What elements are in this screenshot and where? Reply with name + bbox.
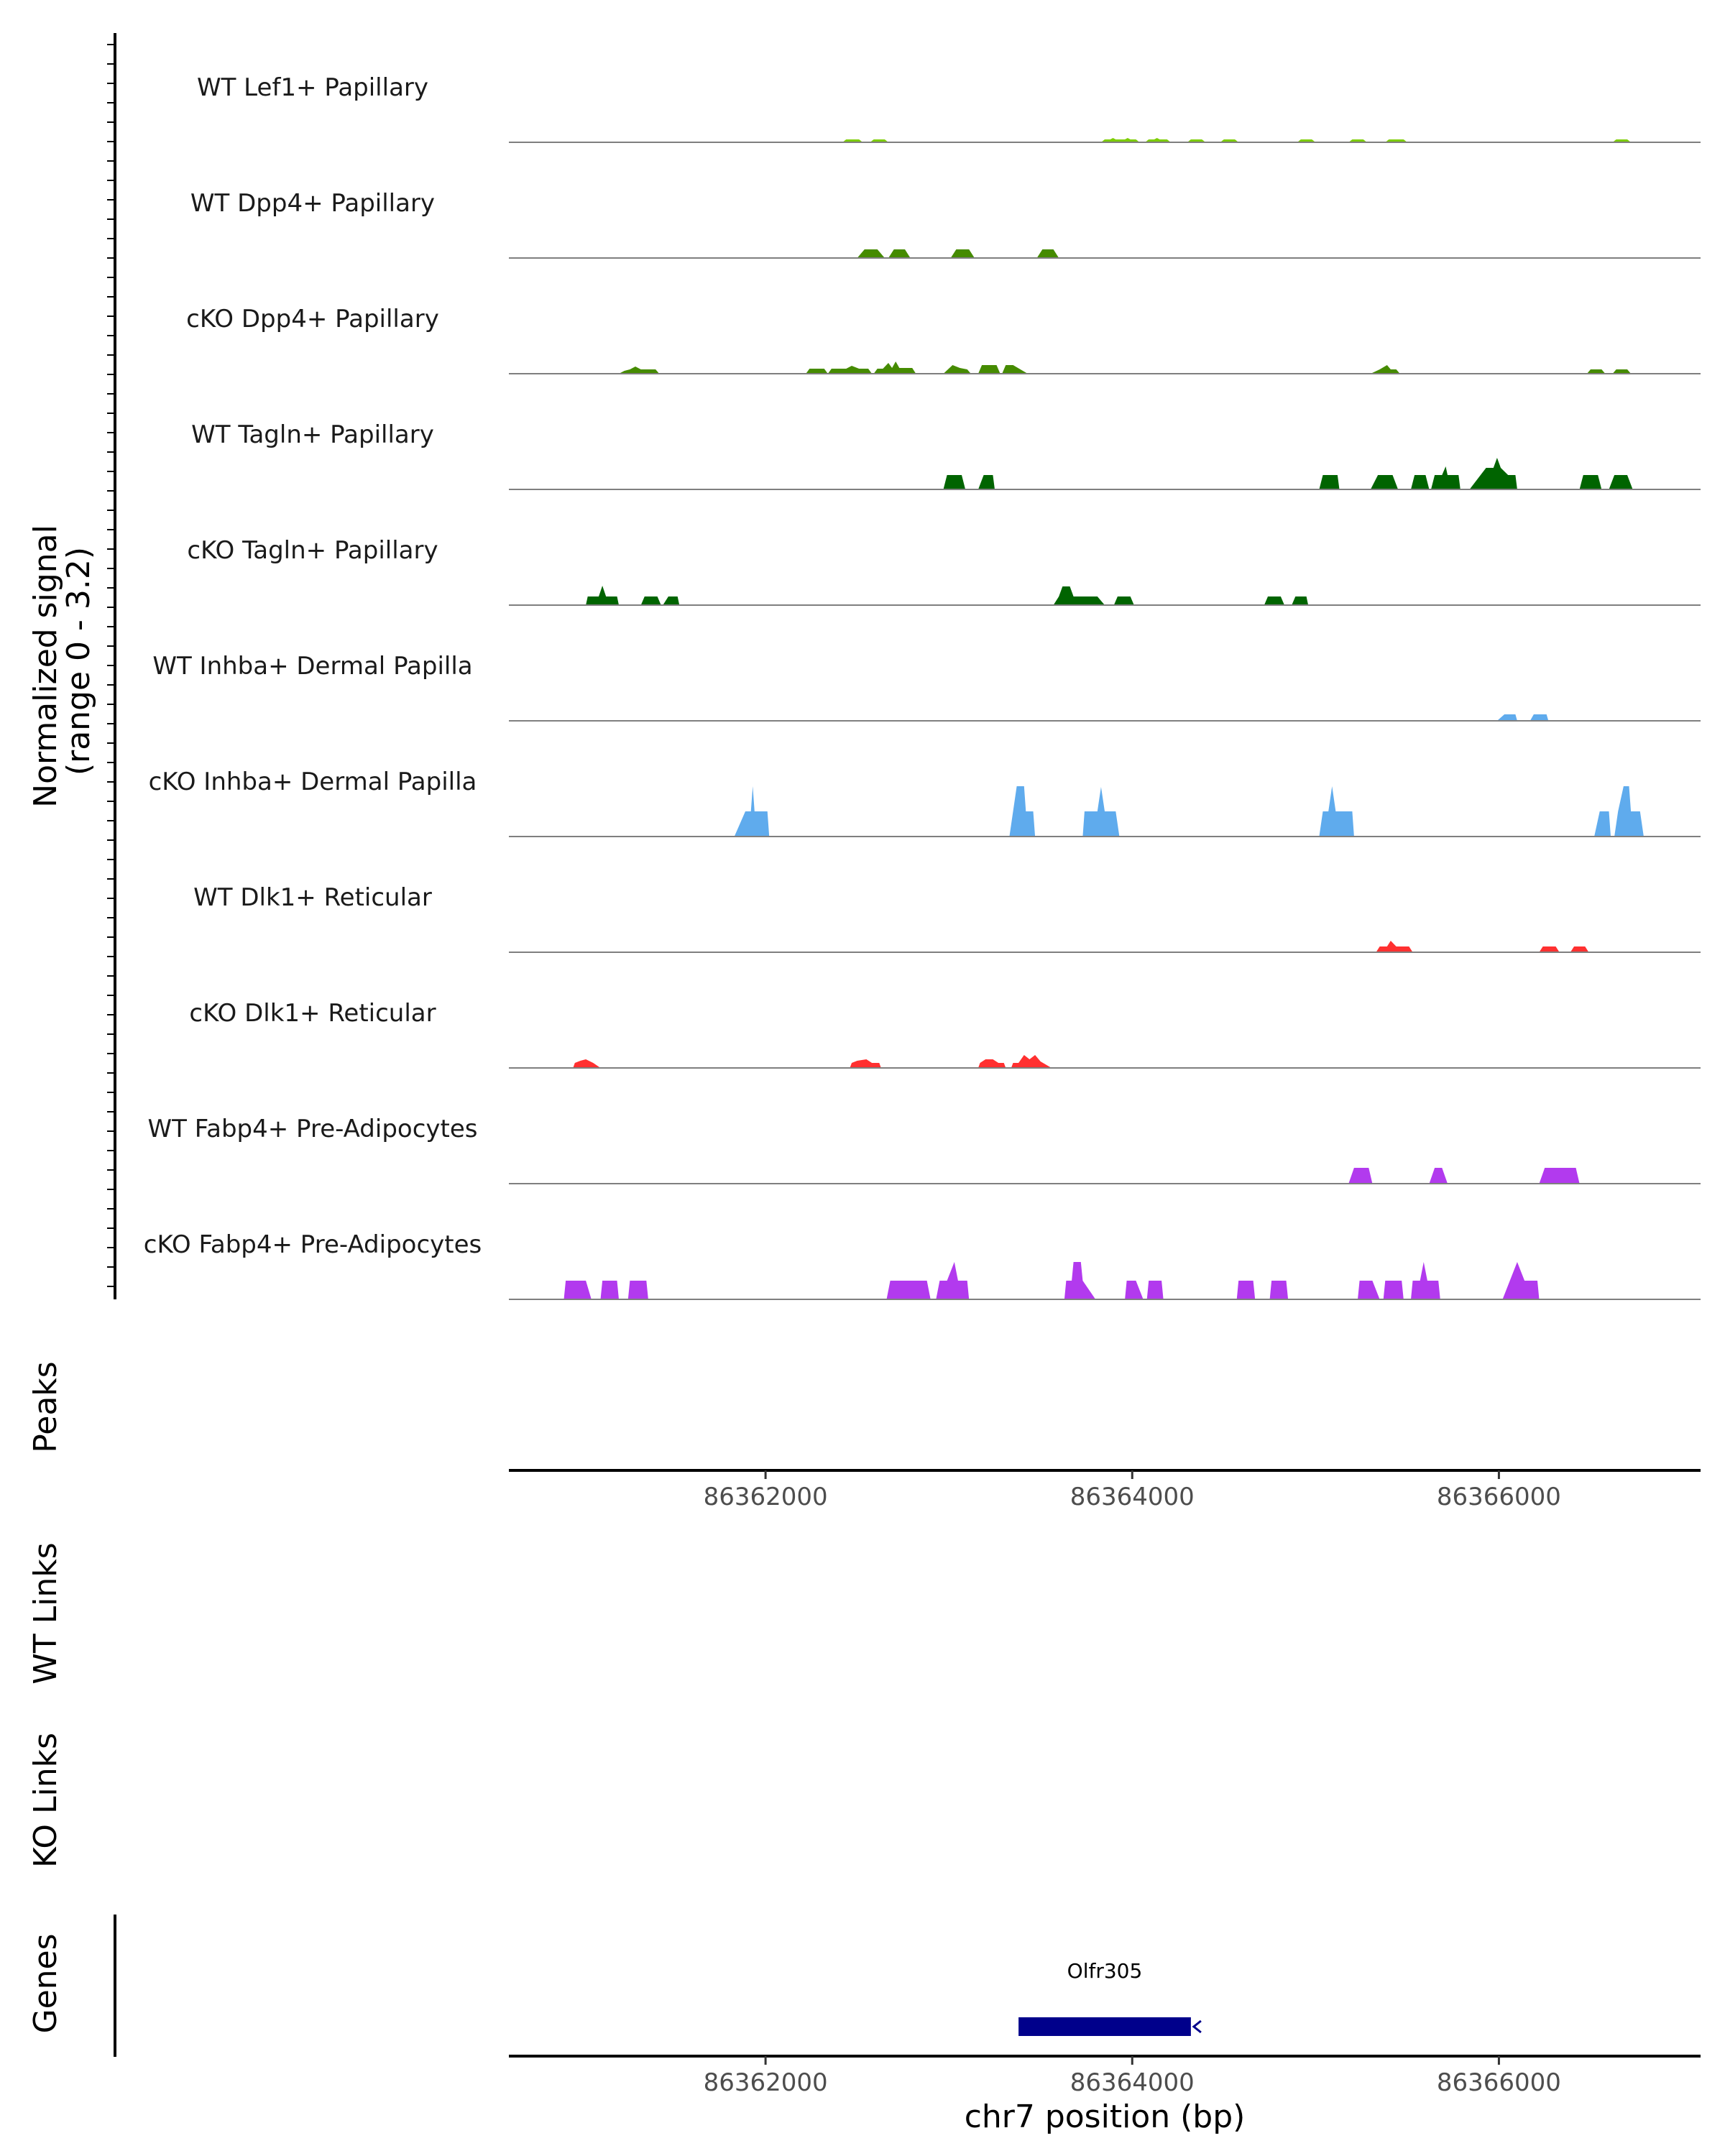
peaks-panel-label: Peaks (27, 1361, 64, 1452)
track-signal-area (943, 458, 1633, 489)
x-tick-label: 86362000 (704, 1483, 828, 1511)
track-label: WT Tagln+ Papillary (191, 420, 434, 449)
y-axis-label-line2: (range 0 - 3.2) (60, 547, 97, 775)
track-4: cKO Tagln+ Papillary (187, 536, 1701, 606)
track-signal-area (1376, 941, 1589, 952)
track-signal-area (857, 249, 1059, 258)
track-signal-area (619, 361, 1632, 374)
track-1: WT Dpp4+ Papillary (190, 189, 1701, 259)
gene-label: Olfr305 (1067, 1959, 1143, 1983)
x-tick-label: 86362000 (704, 2068, 828, 2097)
y-axis-label: Normalized signal (range 0 - 3.2) (27, 515, 97, 808)
x-tick-label: 86364000 (1070, 1483, 1195, 1511)
track-label: cKO Dlk1+ Reticular (189, 999, 436, 1028)
x-axis-label: chr7 position (bp) (965, 2099, 1246, 2135)
track-8: cKO Dlk1+ Reticular (189, 999, 1701, 1069)
track-9: WT Fabp4+ Pre-Adipocytes (148, 1115, 1701, 1184)
signal-tracks: WT Lef1+ Papillary WT Dpp4+ Papillary cKO … (144, 73, 1701, 1300)
peaks-x-axis: 86362000 86364000 86366000 (704, 1470, 1561, 1511)
track-0: WT Lef1+ Papillary (197, 73, 1701, 143)
gene-strand-arrow (1192, 2019, 1202, 2034)
track-label: WT Lef1+ Papillary (197, 73, 428, 102)
gene-annotations: Olfr305 (1018, 1959, 1202, 2036)
gene-olfr305: Olfr305 (1018, 1959, 1202, 2036)
track-label: cKO Inhba+ Dermal Papilla (149, 768, 477, 796)
signal-y-axis-ticks (107, 44, 115, 1287)
track-3: WT Tagln+ Papillary (191, 420, 1701, 490)
track-label: cKO Dpp4+ Papillary (186, 305, 439, 333)
track-2: cKO Dpp4+ Papillary (186, 305, 1701, 374)
x-tick-label: 86366000 (1437, 2068, 1561, 2097)
track-signal-area (586, 586, 1309, 605)
track-6: cKO Inhba+ Dermal Papilla (149, 768, 1701, 837)
track-label: WT Inhba+ Dermal Papilla (152, 652, 472, 681)
track-10: cKO Fabp4+ Pre-Adipocytes (144, 1230, 1701, 1300)
track-label: WT Dlk1+ Reticular (193, 883, 432, 912)
genes-panel-label: Genes (27, 1933, 64, 2033)
track-5: WT Inhba+ Dermal Papilla (152, 652, 1701, 722)
genes-x-axis: 86362000 86364000 86366000 (704, 2056, 1561, 2097)
x-tick-label: 86366000 (1437, 1483, 1561, 1511)
ko-links-panel-label: KO Links (27, 1733, 64, 1868)
x-tick-label: 86364000 (1070, 2068, 1195, 2097)
track-label: cKO Fabp4+ Pre-Adipocytes (144, 1230, 482, 1259)
track-label: cKO Tagln+ Papillary (187, 536, 438, 565)
track-label: WT Fabp4+ Pre-Adipocytes (148, 1115, 478, 1143)
track-7: WT Dlk1+ Reticular (193, 883, 1701, 953)
gene-body (1018, 2017, 1191, 2036)
track-signal-area (842, 138, 1632, 142)
wt-links-panel-label: WT Links (27, 1542, 64, 1684)
y-axis-label-line1: Normalized signal (27, 525, 64, 808)
track-signal-area (1496, 714, 1549, 721)
track-label: WT Dpp4+ Papillary (190, 189, 435, 218)
track-signal-area (1348, 1168, 1580, 1184)
